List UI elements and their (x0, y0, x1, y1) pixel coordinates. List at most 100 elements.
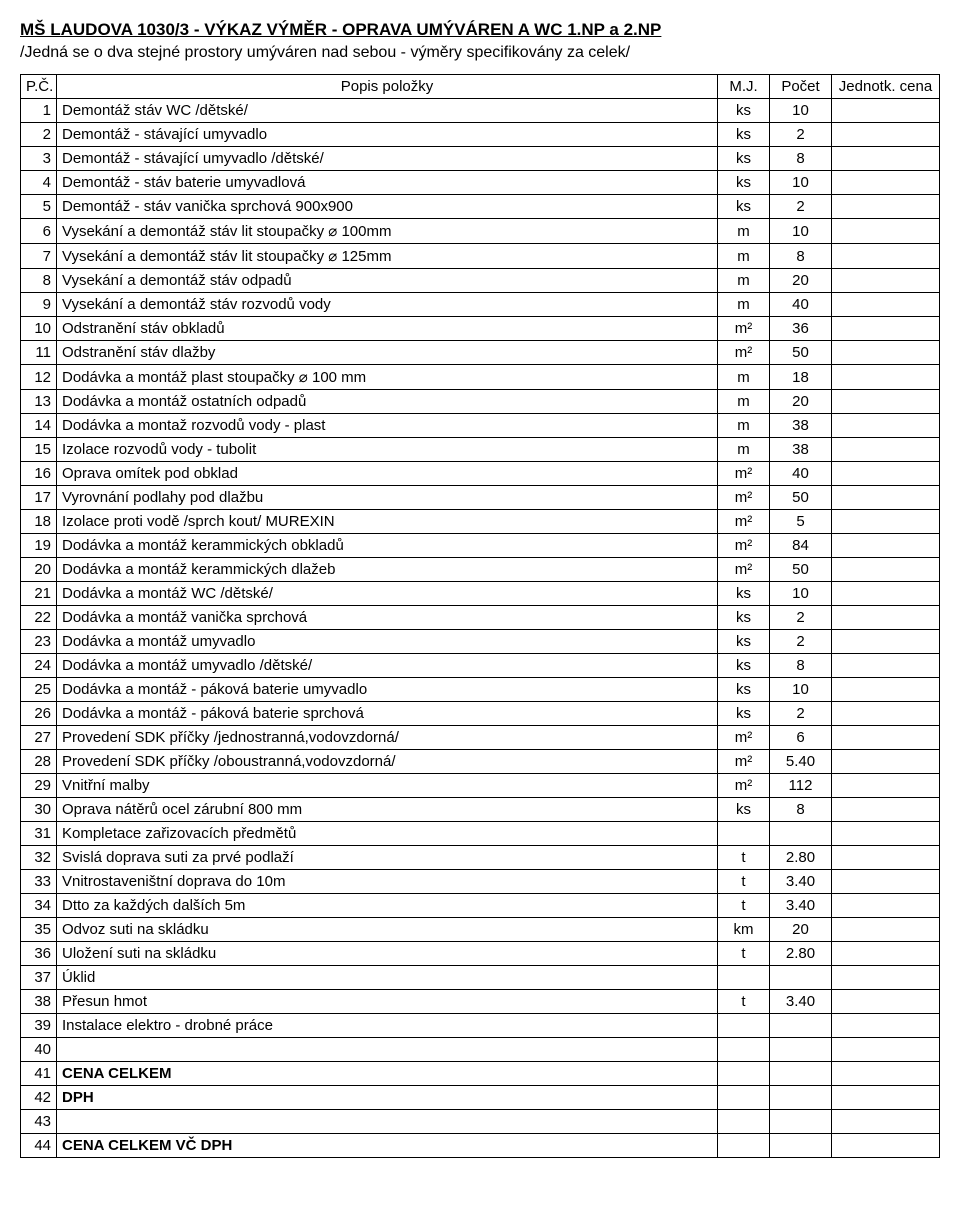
cell-description: Kompletace zařizovacích předmětů (57, 822, 718, 846)
cell-unit: ks (718, 798, 770, 822)
cell-description: Odstranění stáv obkladů (57, 317, 718, 341)
cell-price (832, 870, 940, 894)
table-row: 15Izolace rozvodů vody - tubolitm38 (21, 438, 940, 462)
cell-index: 28 (21, 750, 57, 774)
cell-count: 2.80 (770, 846, 832, 870)
cell-count: 36 (770, 317, 832, 341)
cell-unit: m (718, 269, 770, 293)
cell-price (832, 123, 940, 147)
cell-index: 21 (21, 582, 57, 606)
cell-count: 10 (770, 99, 832, 123)
table-row: 1Demontáž stáv WC /dětské/ks10 (21, 99, 940, 123)
cell-description: Dodávka a montáž kerammických obkladů (57, 534, 718, 558)
cell-index: 43 (21, 1110, 57, 1134)
cell-price (832, 510, 940, 534)
cell-description: Dodávka a montáž kerammických dlažeb (57, 558, 718, 582)
cell-count: 10 (770, 678, 832, 702)
cell-price (832, 365, 940, 390)
cell-price (832, 942, 940, 966)
cell-description: Vnitřní malby (57, 774, 718, 798)
cell-description: Odstranění stáv dlažby (57, 341, 718, 365)
cell-index: 39 (21, 1014, 57, 1038)
cell-unit: ks (718, 582, 770, 606)
cell-count: 38 (770, 414, 832, 438)
table-row: 13Dodávka a montáž ostatních odpadům20 (21, 390, 940, 414)
cell-index: 1 (21, 99, 57, 123)
table-row: 20Dodávka a montáž kerammických dlažebm²… (21, 558, 940, 582)
cell-index: 40 (21, 1038, 57, 1062)
document-subtitle: /Jedná se o dva stejné prostory umýváren… (20, 44, 940, 62)
table-row: 26Dodávka a montáž - páková baterie sprc… (21, 702, 940, 726)
cell-description: Přesun hmot (57, 990, 718, 1014)
cell-unit: m² (718, 486, 770, 510)
cell-count: 3.40 (770, 870, 832, 894)
cell-unit: m² (718, 341, 770, 365)
table-row: 33Vnitrostaveništní doprava do 10mt3.40 (21, 870, 940, 894)
table-row: 37Úklid (21, 966, 940, 990)
cell-index: 17 (21, 486, 57, 510)
cell-count: 2 (770, 195, 832, 219)
cell-unit: ks (718, 123, 770, 147)
table-row: 42DPH (21, 1086, 940, 1110)
cell-description: Oprava nátěrů ocel zárubní 800 mm (57, 798, 718, 822)
cell-index: 42 (21, 1086, 57, 1110)
cell-index: 7 (21, 244, 57, 269)
cell-price (832, 195, 940, 219)
cell-count: 3.40 (770, 894, 832, 918)
cell-index: 6 (21, 219, 57, 244)
cell-index: 41 (21, 1062, 57, 1086)
cell-index: 26 (21, 702, 57, 726)
cell-index: 8 (21, 269, 57, 293)
col-unit: M.J. (718, 75, 770, 99)
cell-unit (718, 1062, 770, 1086)
table-row: 2Demontáž - stávající umyvadloks2 (21, 123, 940, 147)
table-row: 43 (21, 1110, 940, 1134)
cell-description: Vysekání a demontáž stáv lit stoupačky ⌀… (57, 244, 718, 269)
cell-description: Dodávka a montáž umyvadlo (57, 630, 718, 654)
cell-count: 5 (770, 510, 832, 534)
table-row: 24Dodávka a montáž umyvadlo /dětské/ks8 (21, 654, 940, 678)
cell-unit: m² (718, 317, 770, 341)
table-row: 36Uložení suti na skládkut2.80 (21, 942, 940, 966)
cell-unit: m (718, 390, 770, 414)
table-header-row: P.Č. Popis položky M.J. Počet Jednotk. c… (21, 75, 940, 99)
cell-index: 38 (21, 990, 57, 1014)
cell-unit: ks (718, 171, 770, 195)
cell-description (57, 1110, 718, 1134)
cell-index: 4 (21, 171, 57, 195)
cell-unit: t (718, 870, 770, 894)
cell-price (832, 654, 940, 678)
cell-description: CENA CELKEM (57, 1062, 718, 1086)
cell-price (832, 99, 940, 123)
table-row: 7Vysekání a demontáž stáv lit stoupačky … (21, 244, 940, 269)
cell-index: 29 (21, 774, 57, 798)
table-row: 23Dodávka a montáž umyvadloks2 (21, 630, 940, 654)
cell-price (832, 1014, 940, 1038)
cell-description: CENA CELKEM VČ DPH (57, 1134, 718, 1158)
table-row: 27Provedení SDK příčky /jednostranná,vod… (21, 726, 940, 750)
cell-price (832, 606, 940, 630)
cell-count: 38 (770, 438, 832, 462)
cell-index: 33 (21, 870, 57, 894)
cell-price (832, 966, 940, 990)
table-row: 25Dodávka a montáž - páková baterie umyv… (21, 678, 940, 702)
cell-count: 8 (770, 654, 832, 678)
cell-index: 31 (21, 822, 57, 846)
table-row: 44CENA CELKEM VČ DPH (21, 1134, 940, 1158)
cell-description: Provedení SDK příčky /jednostranná,vodov… (57, 726, 718, 750)
cell-price (832, 317, 940, 341)
cell-count: 8 (770, 147, 832, 171)
table-row: 10Odstranění stáv obkladům²36 (21, 317, 940, 341)
cell-description: Dodávka a montáž umyvadlo /dětské/ (57, 654, 718, 678)
cell-count: 2 (770, 630, 832, 654)
col-count: Počet (770, 75, 832, 99)
cell-price (832, 558, 940, 582)
cell-price (832, 1062, 940, 1086)
col-unit-price: Jednotk. cena (832, 75, 940, 99)
cell-index: 25 (21, 678, 57, 702)
cell-unit: m (718, 219, 770, 244)
cell-description: Vyrovnání podlahy pod dlažbu (57, 486, 718, 510)
cell-index: 30 (21, 798, 57, 822)
cell-count: 112 (770, 774, 832, 798)
cell-description: Dodávka a montáž - páková baterie sprcho… (57, 702, 718, 726)
